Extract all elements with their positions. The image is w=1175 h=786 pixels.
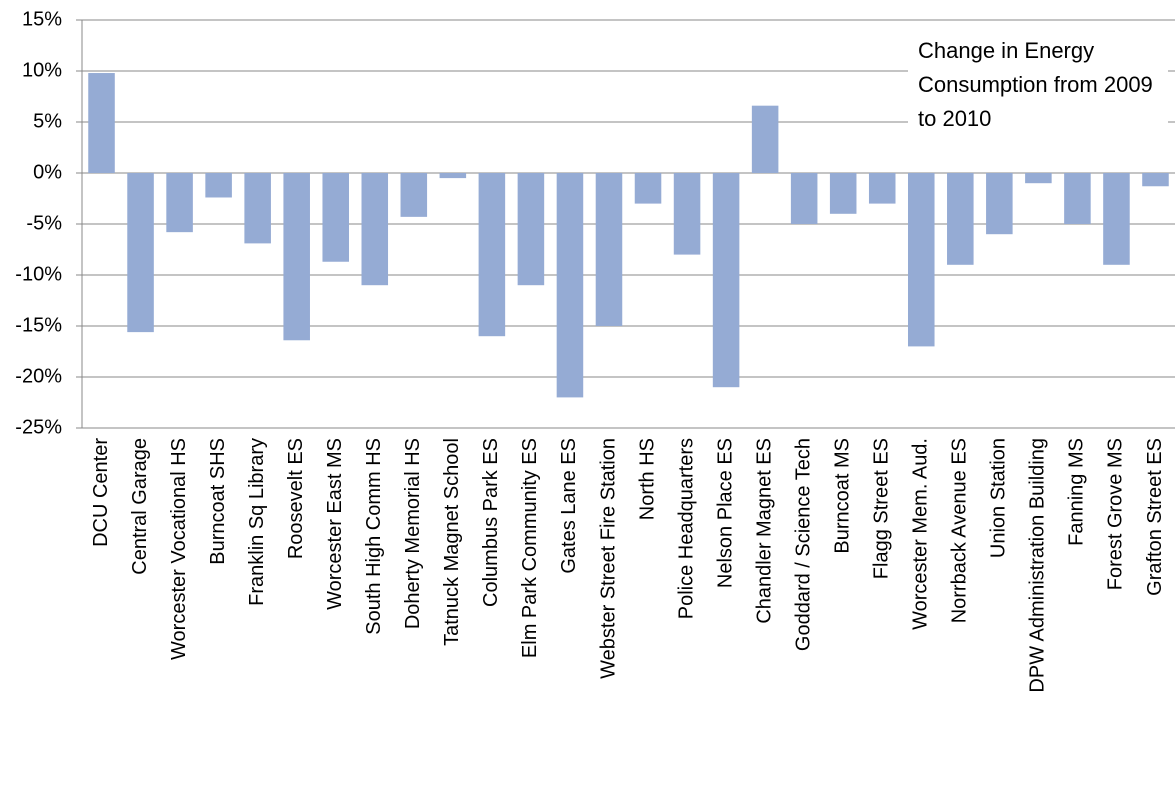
x-tick-label: Doherty Memorial HS [402,438,424,629]
x-tick-label: Police Headquarters [675,438,697,619]
x-tick-label: Elm Park Community ES [519,438,541,658]
bar [88,73,115,173]
x-tick-label: Nelson Place ES [714,438,736,588]
bar [400,173,428,217]
bar [712,173,740,388]
x-tick-label: Burncoat MS [831,438,853,554]
x-tick-label: South High Comm HS [363,438,385,635]
x-tick-label: North HS [636,438,658,520]
x-tick-label: Grafton Street ES [1144,438,1166,596]
y-tick-label: -5% [26,212,62,234]
x-tick-label: Burncoat SHS [207,438,229,565]
bar [986,173,1013,235]
x-tick-label: Webster Street Fire Station [597,438,619,679]
x-tick-label: Worcester East MS [324,438,346,610]
y-tick-label: 15% [22,8,62,30]
bar [322,173,350,262]
bar [166,173,193,233]
chart-title: Change in Energy Consumption from 2009 t… [908,34,1168,136]
x-tick-label: Franklin Sq Library [246,438,268,606]
y-tick-label: -10% [15,263,62,285]
bar [829,173,857,214]
bar [1064,173,1091,224]
x-tick-label: Central Garage [129,438,151,575]
x-tick-label: Tatnuck Magnet School [441,438,463,646]
bar [1103,173,1130,265]
x-tick-label: Gates Lane ES [558,438,580,574]
bar [439,173,467,179]
bar [868,173,896,204]
bar [283,173,310,341]
y-tick-label: 0% [33,161,62,183]
bar [1025,173,1052,184]
bar [673,173,701,255]
y-tick-label: -20% [15,365,62,387]
bar [127,173,154,333]
x-tick-label: Roosevelt ES [285,438,307,559]
x-tick-label: DPW Administration Building [1027,438,1049,693]
x-tick-label: Worcester Vocational HS [168,438,190,660]
bar [556,173,584,398]
y-tick-label: 10% [22,59,62,81]
bar [595,173,623,326]
bar [1142,173,1169,187]
x-tick-label: Flagg Street ES [871,438,893,579]
bar [907,173,935,347]
x-tick-label: Columbus Park ES [480,438,502,607]
x-tick-label: Worcester Mem. Aud. [910,438,932,630]
bar [205,173,232,198]
y-tick-label: -15% [15,314,62,336]
y-tick-label: 5% [33,110,62,132]
bar [478,173,506,337]
y-tick-label: -25% [15,416,62,438]
bar [634,173,662,204]
x-tick-label: Fanning MS [1066,438,1088,546]
x-tick-label: Forest Grove MS [1105,438,1127,590]
bar [244,173,271,244]
bar [751,105,779,173]
bar [790,173,818,224]
x-tick-label: Norrback Avenue ES [949,438,971,623]
x-tick-label: Chandler Magnet ES [753,438,775,624]
bar [361,173,389,286]
x-tick-label: Union Station [988,438,1010,558]
bar [947,173,974,265]
x-tick-label: DCU Center [90,438,112,547]
bar [517,173,545,286]
x-tick-label: Goddard / Science Tech [792,438,814,651]
